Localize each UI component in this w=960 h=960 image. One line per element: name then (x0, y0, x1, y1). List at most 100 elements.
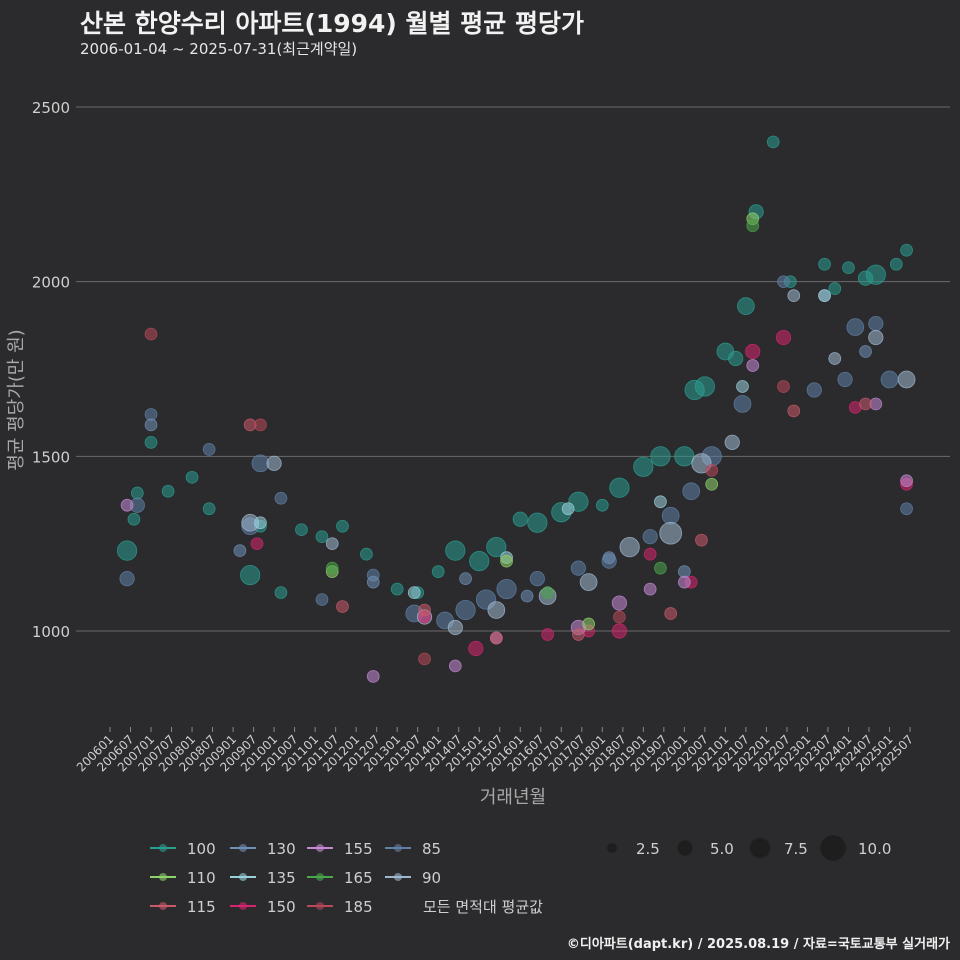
legend-marker-85 (394, 844, 402, 852)
point-115 (859, 397, 872, 411)
point-100 (527, 512, 548, 533)
point-100 (315, 530, 329, 544)
y-tick-label: 2000 (32, 274, 70, 292)
point-150 (775, 329, 792, 346)
point-135 (654, 495, 667, 509)
point-165 (325, 561, 339, 575)
point-85 (251, 454, 270, 473)
legend-marker-165 (316, 873, 324, 881)
legend-mean-label: 모든 면적대 평균값 (423, 898, 543, 916)
point-85 (315, 593, 329, 606)
point-185 (144, 327, 158, 341)
point-150 (745, 343, 761, 360)
x-axis-title: 거래년월 (480, 787, 546, 808)
legend-marker-100 (159, 844, 167, 852)
point-130 (602, 551, 616, 564)
point-85 (837, 371, 853, 388)
point-100 (728, 350, 744, 367)
point-155 (120, 498, 134, 512)
point-115 (787, 404, 801, 418)
point-115 (664, 607, 678, 620)
legend-marker-130 (239, 844, 247, 852)
point-100 (674, 446, 695, 467)
point-85 (570, 560, 586, 576)
point-85 (733, 395, 752, 413)
point-85 (777, 275, 790, 289)
legend-label-100: 100 (187, 840, 216, 858)
point-100 (469, 551, 490, 572)
point-90 (266, 455, 282, 471)
point-150 (250, 537, 264, 551)
point-165 (746, 219, 760, 233)
point-100 (609, 477, 630, 498)
point-90 (659, 521, 683, 545)
point-85 (846, 318, 865, 336)
point-110 (500, 554, 513, 568)
point-155 (448, 659, 462, 673)
point-185 (777, 380, 790, 393)
point-100 (889, 257, 903, 271)
point-115 (572, 628, 585, 641)
point-155 (746, 359, 760, 372)
point-100 (131, 486, 144, 500)
y-tick-label: 1000 (32, 623, 70, 641)
legend-marker-155 (316, 844, 324, 852)
area-legend: 100 110 115 130 135 150 155 165 185 85 90 (150, 840, 441, 916)
point-85 (202, 442, 216, 456)
point-90 (724, 434, 740, 450)
point-85 (529, 570, 545, 587)
point-115 (336, 600, 349, 613)
point-90 (487, 601, 506, 619)
point-100 (274, 586, 288, 599)
size-legend-label: 5.0 (710, 840, 734, 858)
point-90 (828, 352, 842, 365)
point-110 (582, 617, 595, 631)
point-85 (119, 570, 135, 587)
legend-marker-90 (394, 873, 402, 881)
legend-marker-135 (239, 873, 247, 881)
point-135 (254, 516, 267, 530)
legend-label-150: 150 (267, 898, 296, 916)
point-155 (611, 595, 628, 611)
y-axis-title: 평균 평당가(만 원) (6, 329, 27, 470)
legend-label-185: 185 (344, 898, 373, 916)
legend-marker-150 (239, 902, 247, 910)
footer-credit: ©디아파트(dapt.kr) / 2025.08.19 / 자료=국토교통부 실… (566, 937, 950, 952)
point-155 (643, 582, 657, 596)
size-legend-circle (749, 837, 771, 859)
point-130 (520, 589, 534, 603)
point-85 (900, 502, 913, 516)
point-155 (900, 474, 913, 488)
point-90 (619, 537, 640, 558)
point-100 (633, 456, 654, 477)
legend-label-165: 165 (344, 869, 373, 887)
point-130 (459, 572, 472, 585)
point-150 (611, 623, 628, 639)
point-135 (736, 380, 749, 393)
point-100 (295, 523, 308, 537)
point-115 (418, 603, 431, 617)
point-185 (418, 652, 431, 666)
point-135 (561, 502, 575, 516)
size-legend-label: 10.0 (858, 840, 891, 858)
point-130 (366, 575, 380, 589)
point-100 (865, 264, 886, 285)
point-100 (842, 261, 855, 275)
size-legend: 2.5 5.0 7.5 10.0 (607, 835, 891, 861)
point-155 (678, 575, 691, 589)
point-85 (661, 506, 680, 525)
x-tick-labels: 2006012006072007012007072008012008072009… (74, 727, 916, 775)
point-135 (407, 586, 421, 599)
point-100 (818, 257, 831, 271)
point-100 (766, 135, 780, 149)
point-100 (161, 484, 175, 498)
data-points (116, 135, 916, 683)
size-legend-label: 7.5 (784, 840, 808, 858)
point-85 (274, 491, 288, 505)
grid-lines (76, 106, 950, 632)
point-115 (695, 533, 708, 547)
point-100 (445, 540, 466, 561)
point-85 (642, 529, 658, 545)
point-90 (787, 289, 801, 302)
point-135 (818, 289, 831, 302)
